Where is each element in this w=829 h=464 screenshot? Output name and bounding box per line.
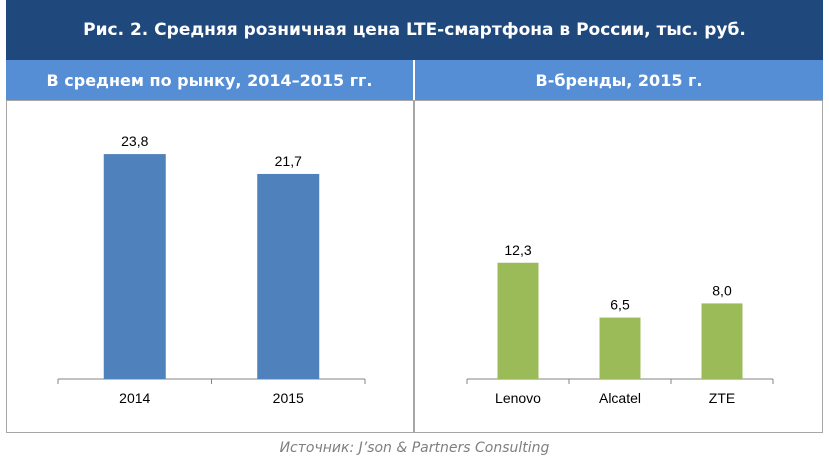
left-category-label: 2014 (119, 390, 150, 406)
right-category-label: Lenovo (495, 390, 541, 406)
right-panel-title: B-бренды, 2015 г. (415, 60, 823, 100)
right-chart-panel: 12,3 Lenovo 6,5 Alcatel 8,0 ZTE (414, 100, 823, 433)
right-category-label: Alcatel (599, 390, 641, 406)
left-bar-2014 (103, 154, 166, 379)
left-bar-2015 (257, 173, 320, 379)
right-data-label: 6,5 (610, 297, 630, 313)
right-bar-zte (701, 303, 743, 379)
right-category-label: ZTE (709, 390, 735, 406)
right-data-label: 8,0 (712, 282, 732, 298)
left-chart-panel: 23,8 2014 21,7 2015 (6, 100, 414, 433)
left-data-label: 23,8 (121, 133, 148, 149)
right-bar-lenovo (497, 262, 539, 379)
figure-title: Рис. 2. Средняя розничная цена LTE-смарт… (6, 0, 823, 60)
left-category-label: 2015 (273, 390, 304, 406)
right-bar-alcatel (599, 317, 641, 379)
source-note: Источник: J’son & Partners Consulting (279, 440, 550, 456)
left-panel-title: В среднем по рынку, 2014–2015 гг. (6, 60, 413, 100)
market-average-chart: 23,8 2014 21,7 2015 (57, 133, 366, 406)
b-brands-chart: 12,3 Lenovo 6,5 Alcatel 8,0 ZTE (466, 242, 774, 406)
left-data-label: 21,7 (275, 153, 302, 169)
right-data-label: 12,3 (504, 242, 531, 258)
